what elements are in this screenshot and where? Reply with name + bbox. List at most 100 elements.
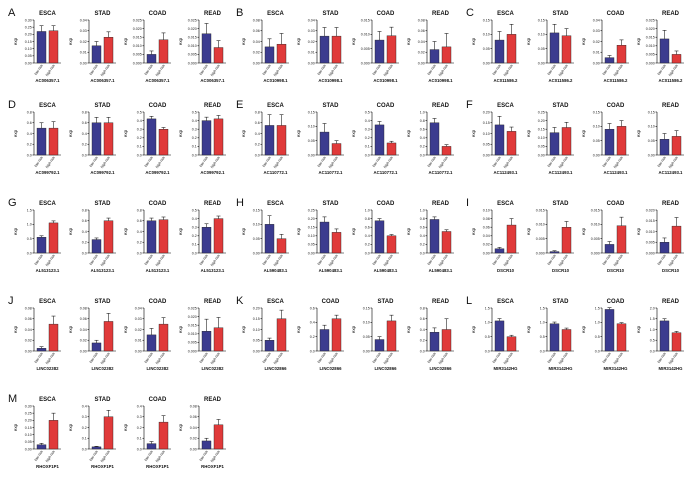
y-tick-label-E-esca: 0.0 [255,153,260,157]
subplot-title-J-stad: STAD [95,299,112,305]
y-tick-label-G-esca: 0.5 [27,237,32,241]
group-label-C-coad: low risk [602,64,612,76]
bar-D-read-low-risk [201,120,212,156]
group-label-H-coad: high risk [383,254,394,267]
y-tick-label-I-read: 0.015 [646,219,655,223]
gene-label-J-read: LINC02382 [202,366,225,371]
y-axis-label-M-coad: exp [123,423,128,431]
y-tick-label-M-coad: 0.4 [137,404,142,408]
y-tick-label-J-stad: 0.06 [80,317,87,321]
gene-label-A-esca: AC006357.1 [35,78,60,83]
y-tick-label-D-read: 0.1 [192,145,197,149]
y-tick-label-M-read: 0.02 [190,437,197,441]
panel-label-E: E [236,99,243,111]
y-tick-label-J-coad: 0.00 [135,349,142,353]
panel-label-L: L [466,295,472,307]
y-tick-label-D-stad: 0.6 [82,121,87,125]
group-label-H-stad: high risk [328,254,339,267]
y-tick-label-H-esca: 0.00 [253,251,260,255]
y-tick-label-C-esca: 0.10 [483,33,490,37]
subplot-title-D-stad: STAD [95,103,112,109]
y-tick-label-I-esca: 0.04 [483,234,490,238]
bar-K-stad-low-risk [374,339,385,352]
bar-L-stad-high-risk [561,329,572,352]
y-tick-label-F-stad: 0.00 [538,153,545,157]
gene-label-F-read: AC112493.1 [659,170,684,175]
y-tick-label-J-read: 0.005 [188,341,197,345]
y-tick-label-L-stad: 0.5 [540,335,545,339]
group-label-E-esca: low risk [262,156,272,168]
y-tick-label-J-esca: 0.06 [25,317,32,321]
y-tick-label-E-coad: 0.5 [365,110,370,114]
subplot-title-F-stad: STAD [553,103,570,109]
y-tick-label-G-stad: 0.0 [82,251,87,255]
subplot-title-J-coad: COAD [149,299,167,305]
group-label-I-stad: high risk [558,254,569,267]
group-label-A-esca: high risk [45,64,56,77]
y-tick-label-B-stad: 0.04 [308,18,315,22]
y-tick-label-J-stad: 0.00 [80,349,87,353]
group-label-I-coad: low risk [602,254,612,266]
y-tick-label-K-read: 0.2 [420,339,425,343]
group-label-F-stad: high risk [558,156,569,169]
y-tick-label-G-esca: 0.0 [27,251,32,255]
y-tick-label-L-coad: 1.5 [595,306,600,310]
y-tick-label-B-coad: 0.005 [361,47,370,51]
bar-K-read-low-risk [429,331,440,352]
bar-I-esca-high-risk [506,224,517,254]
y-axis-label-H-esca: exp [241,227,246,235]
bar-B-stad-high-risk [331,35,342,64]
gene-label-K-read: LINC02866 [430,366,453,371]
bar-K-esca-high-risk [276,318,287,352]
group-label-K-read: low risk [427,352,437,364]
y-tick-label-D-coad: 0.3 [137,128,142,132]
y-tick-label-H-coad: 0.0 [365,251,370,255]
y-tick-label-D-read: 0.3 [192,128,197,132]
subplot-title-B-read: READ [432,11,450,17]
y-tick-label-I-coad: 0.000 [591,251,600,255]
gene-label-J-coad: LINC02382 [147,366,170,371]
bar-F-read-high-risk [671,136,682,156]
bar-G-esca-low-risk [36,237,47,254]
y-tick-label-L-esca: 0.5 [485,335,490,339]
y-tick-label-H-read: 0.6 [420,226,425,230]
gene-label-B-read: AC010998.1 [428,78,453,83]
bar-E-coad-low-risk [374,124,385,156]
y-axis-label-J-coad: exp [123,325,128,333]
bar-J-read-low-risk [201,331,212,352]
y-tick-label-J-esca: 0.04 [25,328,32,332]
y-tick-label-C-read: 0.000 [646,61,655,65]
gene-label-E-stad: AC110772.1 [319,170,344,175]
y-axis-label-F-stad: exp [526,129,531,137]
group-label-M-coad: high risk [155,450,166,463]
subplot-title-F-esca: ESCA [497,103,514,109]
y-tick-label-E-read: 0.4 [420,136,425,140]
bar-A-coad-low-risk [146,54,157,64]
group-label-I-esca: high risk [503,254,514,267]
y-axis-label-K-stad: exp [351,325,356,333]
gene-label-G-stad: AL513123.1 [91,268,115,273]
y-tick-label-A-esca: 0.00 [25,61,32,65]
gene-label-L-esca: MIR3142HG [494,366,519,371]
subplot-title-C-read: READ [662,11,680,17]
group-label-L-coad: low risk [602,352,612,364]
bar-H-coad-high-risk [386,235,397,254]
bar-E-read-low-risk [429,122,440,156]
gene-label-M-stad: RHOXF1P1 [91,464,114,469]
subplot-title-K-esca: ESCA [267,299,284,305]
y-axis-label-F-esca: exp [471,129,476,137]
y-tick-label-H-read: 0.2 [420,243,425,247]
y-tick-label-A-stad: 0.03 [80,29,87,33]
bar-A-read-high-risk [213,47,224,64]
y-tick-label-E-stad: 0.10 [308,125,315,129]
y-tick-label-L-read: 2.0 [650,306,655,310]
panel-label-A: A [8,7,16,19]
y-tick-label-E-stad: 0.00 [308,153,315,157]
y-tick-label-A-esca: 0.10 [25,47,32,51]
y-tick-label-L-esca: 1.5 [485,306,490,310]
panel-label-B: B [236,7,243,19]
bar-D-stad-high-risk [103,122,114,156]
y-tick-label-G-stad: 0.4 [82,230,87,234]
y-tick-label-G-stad: 0.6 [82,219,87,223]
subplot-title-E-esca: ESCA [267,103,284,109]
